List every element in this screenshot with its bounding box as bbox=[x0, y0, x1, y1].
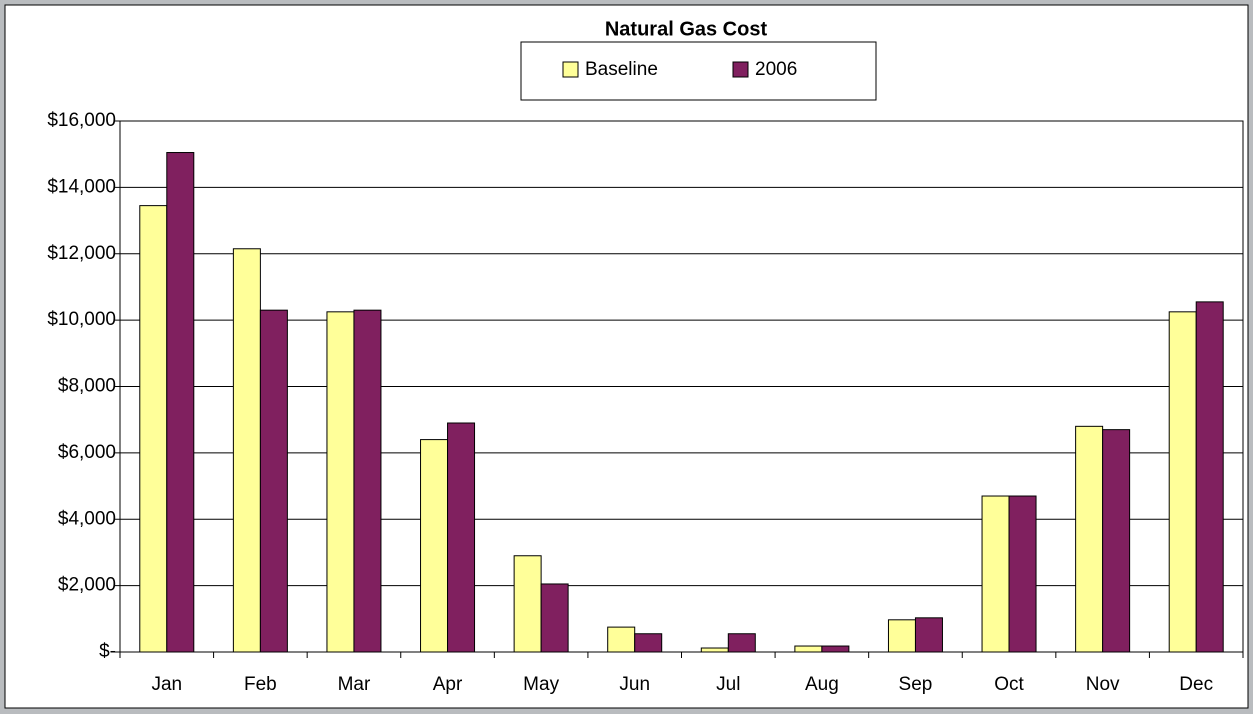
bar bbox=[700, 647, 729, 653]
bar bbox=[540, 583, 569, 653]
y-tick-label: $- bbox=[99, 641, 116, 662]
y-tick-label: $8,000 bbox=[58, 376, 116, 397]
legend-label: Baseline bbox=[585, 59, 658, 80]
y-tick-label: $10,000 bbox=[47, 309, 116, 330]
bar bbox=[353, 309, 382, 653]
x-tick-label: Oct bbox=[994, 674, 1024, 695]
bar bbox=[887, 619, 916, 653]
y-tick-label: $16,000 bbox=[47, 110, 116, 131]
bar bbox=[914, 617, 943, 653]
legend bbox=[520, 41, 877, 101]
bar bbox=[166, 152, 195, 653]
bar bbox=[513, 555, 542, 653]
x-tick-label: Sep bbox=[899, 674, 933, 695]
legend-swatch bbox=[562, 61, 579, 78]
y-tick-label: $4,000 bbox=[58, 508, 116, 529]
legend-label: 2006 bbox=[755, 59, 797, 80]
x-tick-label: Apr bbox=[433, 674, 463, 695]
bar bbox=[821, 645, 850, 653]
y-tick-label: $2,000 bbox=[58, 575, 116, 596]
x-tick-label: Jan bbox=[151, 674, 182, 695]
bar bbox=[1075, 425, 1104, 653]
x-tick-label: Jul bbox=[716, 674, 740, 695]
bar bbox=[259, 309, 288, 653]
y-tick-label: $14,000 bbox=[47, 176, 116, 197]
x-tick-label: Dec bbox=[1179, 674, 1213, 695]
bar bbox=[1102, 429, 1131, 653]
x-tick-label: Jun bbox=[619, 674, 650, 695]
bar bbox=[794, 645, 823, 653]
x-tick-label: Aug bbox=[805, 674, 839, 695]
x-tick-label: Mar bbox=[338, 674, 371, 695]
x-tick-label: May bbox=[523, 674, 559, 695]
bar bbox=[1008, 495, 1037, 653]
bar bbox=[326, 311, 355, 653]
bar bbox=[607, 626, 636, 653]
y-tick-label: $12,000 bbox=[47, 243, 116, 264]
bar bbox=[727, 633, 756, 653]
legend-swatch bbox=[732, 61, 749, 78]
bar bbox=[981, 495, 1010, 653]
bar bbox=[1195, 301, 1224, 653]
bar bbox=[634, 633, 663, 653]
x-tick-label: Feb bbox=[244, 674, 277, 695]
bar bbox=[1168, 311, 1197, 653]
chart-title: Natural Gas Cost bbox=[605, 18, 768, 40]
y-tick-label: $6,000 bbox=[58, 442, 116, 463]
x-tick-label: Nov bbox=[1086, 674, 1120, 695]
bar bbox=[232, 248, 261, 653]
bar bbox=[447, 422, 476, 653]
bar bbox=[139, 205, 168, 653]
bar bbox=[420, 439, 449, 653]
